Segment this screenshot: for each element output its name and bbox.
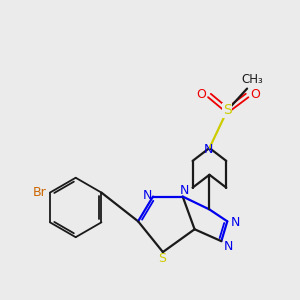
Text: S: S xyxy=(158,253,166,266)
Text: N: N xyxy=(180,184,189,197)
Text: N: N xyxy=(142,189,152,202)
Text: O: O xyxy=(250,88,260,101)
Text: O: O xyxy=(196,88,206,101)
Text: Br: Br xyxy=(33,186,47,199)
Text: S: S xyxy=(223,103,232,117)
Text: CH₃: CH₃ xyxy=(241,73,263,86)
Text: N: N xyxy=(230,216,240,229)
Text: N: N xyxy=(224,240,233,253)
Text: N: N xyxy=(204,142,213,155)
